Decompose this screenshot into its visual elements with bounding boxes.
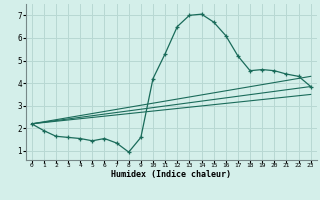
X-axis label: Humidex (Indice chaleur): Humidex (Indice chaleur) bbox=[111, 170, 231, 179]
